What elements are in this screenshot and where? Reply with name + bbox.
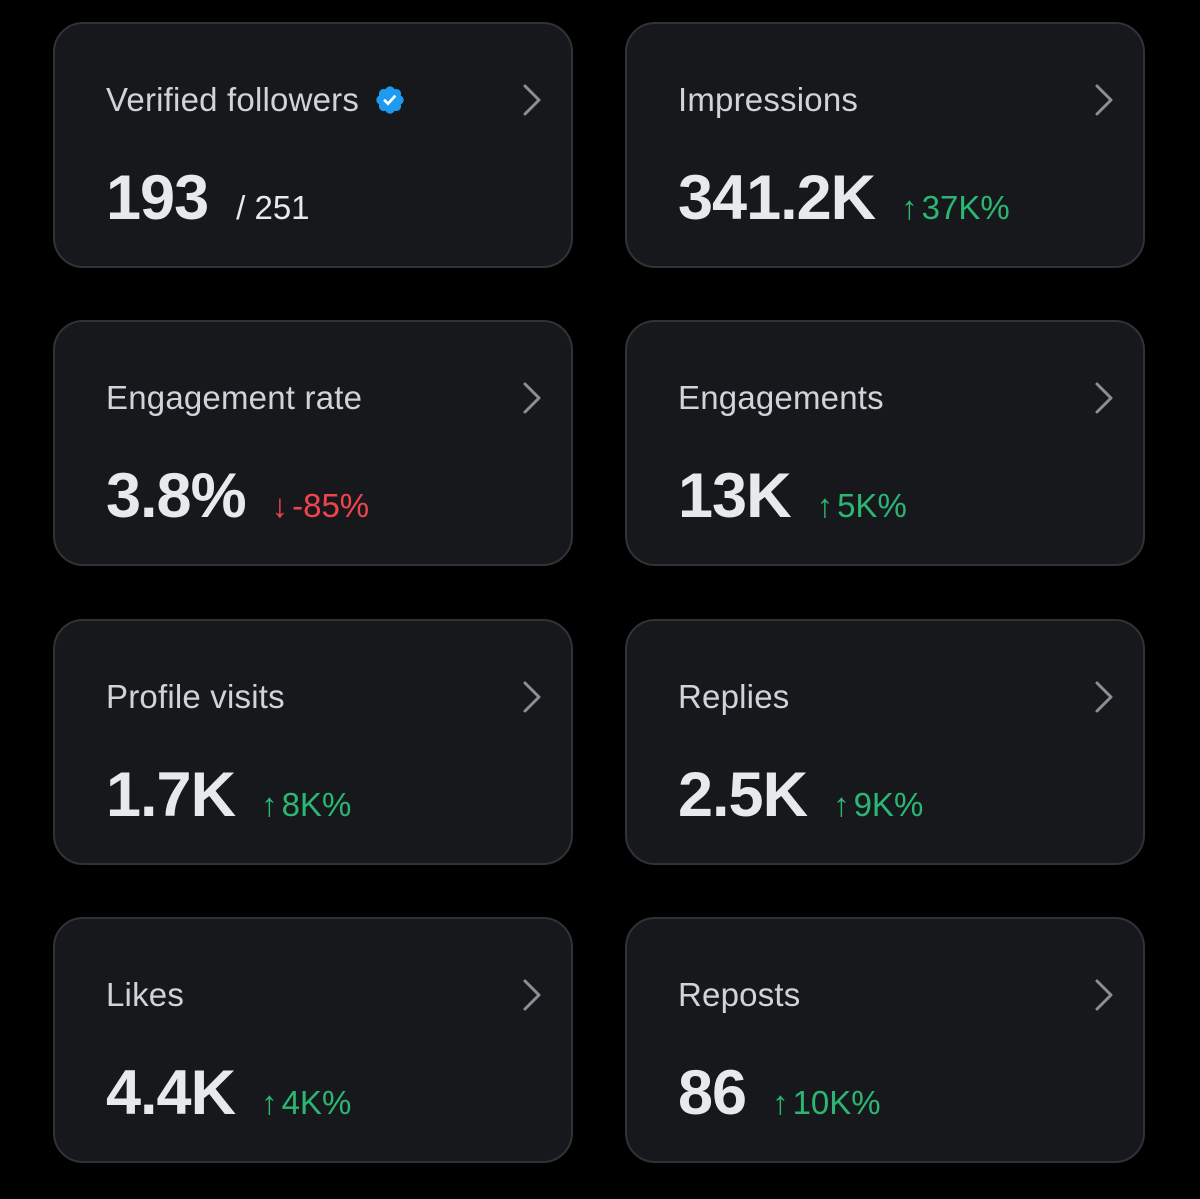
change-indicator: ↑ 4K% bbox=[261, 1084, 351, 1122]
card-title-row: Likes bbox=[106, 975, 184, 1015]
change-indicator: ↑ 8K% bbox=[261, 786, 351, 824]
change-percent: 4K% bbox=[281, 1084, 352, 1121]
metric-total: / 251 bbox=[236, 189, 310, 226]
chevron-right-icon bbox=[1095, 681, 1113, 713]
card-title: Profile visits bbox=[106, 678, 285, 715]
card-title: Reposts bbox=[678, 976, 801, 1013]
metric-card-likes[interactable]: Likes 4.4K ↑ 4K% bbox=[53, 917, 573, 1163]
metric-value: 4.4K bbox=[106, 1058, 236, 1128]
arrow-up-icon: ↑ bbox=[901, 189, 918, 226]
metric-card-engagement-rate[interactable]: Engagement rate 3.8% ↓ -85% bbox=[53, 320, 573, 566]
arrow-up-icon: ↑ bbox=[261, 1084, 278, 1121]
card-value-row: 13K ↑ 5K% bbox=[678, 460, 907, 532]
metric-card-replies[interactable]: Replies 2.5K ↑ 9K% bbox=[625, 619, 1145, 865]
card-value-row: 341.2K ↑ 37K% bbox=[678, 162, 1010, 234]
chevron-right-icon bbox=[1095, 84, 1113, 116]
card-value-row: 1.7K ↑ 8K% bbox=[106, 759, 351, 831]
metric-value: 193 bbox=[106, 163, 209, 233]
card-value-row: 3.8% ↓ -85% bbox=[106, 460, 369, 532]
card-title: Impressions bbox=[678, 81, 859, 118]
metric-card-engagements[interactable]: Engagements 13K ↑ 5K% bbox=[625, 320, 1145, 566]
metric-value: 1.7K bbox=[106, 760, 236, 830]
chevron-right-icon bbox=[523, 979, 541, 1011]
metric-card-reposts[interactable]: Reposts 86 ↑ 10K% bbox=[625, 917, 1145, 1163]
change-percent: -85% bbox=[292, 487, 370, 524]
arrow-up-icon: ↑ bbox=[833, 786, 850, 823]
change-percent: 5K% bbox=[837, 487, 907, 524]
metric-value: 2.5K bbox=[678, 760, 808, 830]
arrow-up-icon: ↑ bbox=[261, 786, 278, 823]
change-indicator: ↑ 37K% bbox=[901, 189, 1010, 227]
card-title-row: Replies bbox=[678, 677, 789, 717]
card-title-row: Reposts bbox=[678, 975, 800, 1015]
change-indicator: ↑ 5K% bbox=[817, 487, 907, 525]
card-title-row: Engagement rate bbox=[106, 378, 362, 418]
change-indicator: ↑ 10K% bbox=[772, 1084, 881, 1122]
card-title: Replies bbox=[678, 678, 790, 715]
chevron-right-icon bbox=[523, 84, 541, 116]
metric-card-profile-visits[interactable]: Profile visits 1.7K ↑ 8K% bbox=[53, 619, 573, 865]
arrow-up-icon: ↑ bbox=[816, 487, 834, 524]
metric-value: 86 bbox=[678, 1058, 747, 1128]
arrow-up-icon: ↑ bbox=[772, 1084, 789, 1121]
card-title: Engagement rate bbox=[106, 379, 363, 416]
card-value-row: 86 ↑ 10K% bbox=[678, 1057, 881, 1129]
change-percent: 10K% bbox=[792, 1084, 881, 1121]
card-title: Engagements bbox=[678, 379, 884, 416]
change-indicator: ↑ 9K% bbox=[833, 786, 923, 824]
metric-value: 3.8% bbox=[106, 461, 247, 531]
verified-badge-icon bbox=[376, 86, 404, 114]
card-title-row: Profile visits bbox=[106, 677, 285, 717]
metric-value: 341.2K bbox=[678, 163, 876, 233]
chevron-right-icon bbox=[1095, 382, 1113, 414]
change-indicator: ↓ -85% bbox=[272, 487, 370, 525]
card-title-row: Engagements bbox=[678, 378, 884, 418]
chevron-right-icon bbox=[1095, 979, 1113, 1011]
change-percent: 37K% bbox=[921, 189, 1010, 226]
change-percent: 8K% bbox=[281, 786, 352, 823]
chevron-right-icon bbox=[523, 681, 541, 713]
arrow-down-icon: ↓ bbox=[271, 487, 289, 524]
card-title: Verified followers bbox=[106, 81, 360, 118]
change-percent: 9K% bbox=[853, 786, 924, 823]
card-value-row: 4.4K ↑ 4K% bbox=[106, 1057, 351, 1129]
metric-card-impressions[interactable]: Impressions 341.2K ↑ 37K% bbox=[625, 22, 1145, 268]
card-value-row: 193 / 251 bbox=[106, 162, 310, 234]
chevron-right-icon bbox=[523, 382, 541, 414]
card-title: Likes bbox=[106, 976, 185, 1013]
metric-value: 13K bbox=[678, 461, 792, 531]
card-value-row: 2.5K ↑ 9K% bbox=[678, 759, 923, 831]
card-title-row: Impressions bbox=[678, 80, 858, 120]
card-title-row: Verified followers bbox=[106, 80, 406, 120]
metric-card-verified-followers[interactable]: Verified followers 193 / 251 bbox=[53, 22, 573, 268]
